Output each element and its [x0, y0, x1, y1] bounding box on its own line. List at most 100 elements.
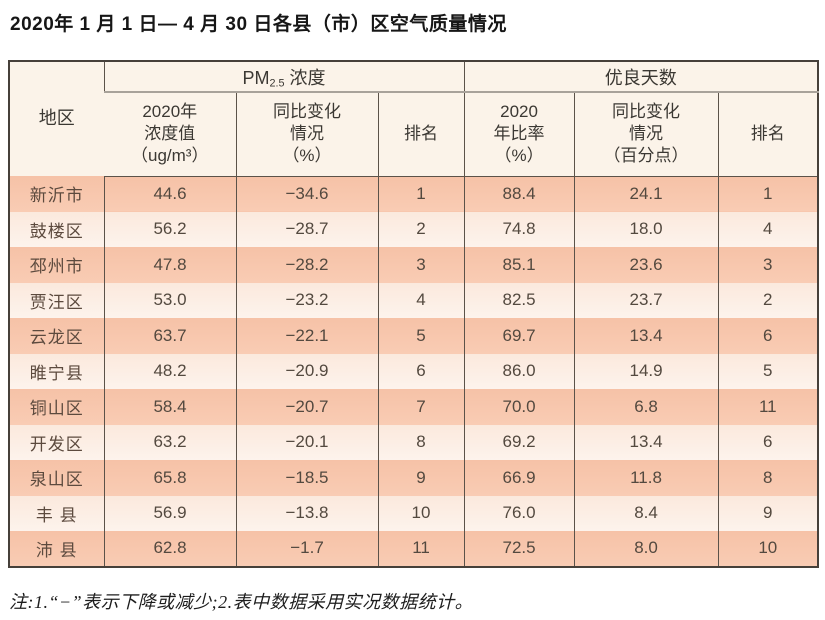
cell-good-change: 23.7 — [573, 282, 719, 318]
cell-pm25-value: 63.7 — [103, 318, 236, 354]
cell-pm25-value: 65.8 — [103, 460, 236, 496]
col-header-good-ratio: 2020 年比率 （%） — [463, 92, 575, 177]
cell-pm25-change: −28.2 — [235, 247, 378, 283]
cell-good-change: 13.4 — [573, 424, 719, 460]
cell-good-ratio: 86.0 — [463, 353, 575, 389]
cell-good-ratio: 88.4 — [463, 176, 575, 212]
col-header-good-change: 同比变化 情况 （百分点） — [573, 92, 719, 177]
table-row: 鼓楼区 56.2 −28.7 2 74.8 18.0 4 — [9, 211, 819, 247]
header-line: 情况 — [629, 124, 664, 144]
cell-good-rank: 5 — [717, 353, 819, 389]
pm25-label-prefix: PM — [242, 67, 270, 88]
col-header-pm25-rank: 排名 — [377, 92, 465, 177]
cell-pm25-change: −18.5 — [235, 460, 378, 496]
col-group-pm25: PM2.5 浓度 — [103, 61, 465, 93]
cell-good-rank: 2 — [717, 282, 819, 318]
cell-good-rank: 11 — [717, 389, 819, 425]
cell-pm25-change: −13.8 — [235, 495, 378, 531]
table-row: 泉山区 65.8 −18.5 9 66.9 11.8 8 — [9, 460, 819, 496]
footnote: 注:1.“−”表示下降或减少;2.表中数据采用实况数据统计。 — [9, 592, 474, 612]
header-line: 同比变化 — [273, 102, 341, 122]
cell-region: 云龙区 — [9, 318, 104, 354]
col-header-region: 地区 — [9, 61, 104, 176]
cell-good-change: 14.9 — [573, 353, 719, 389]
cell-good-ratio: 82.5 — [463, 282, 575, 318]
cell-pm25-rank: 6 — [377, 353, 465, 389]
table-row: 邳州市 47.8 −28.2 3 85.1 23.6 3 — [9, 247, 819, 283]
cell-pm25-change: −28.7 — [235, 211, 378, 247]
cell-pm25-value: 53.0 — [103, 282, 236, 318]
header-line: 浓度值 — [144, 124, 196, 144]
col-group-good-days: 优良天数 — [463, 61, 819, 93]
cell-pm25-rank: 5 — [377, 318, 465, 354]
cell-pm25-change: −22.1 — [235, 318, 378, 354]
table-body: 新沂市 44.6 −34.6 1 88.4 24.1 1 鼓楼区 56.2 −2… — [9, 176, 819, 567]
cell-good-rank: 3 — [717, 247, 819, 283]
cell-region: 睢宁县 — [9, 353, 104, 389]
cell-good-change: 8.0 — [573, 531, 719, 567]
cell-pm25-rank: 3 — [377, 247, 465, 283]
table-row: 铜山区 58.4 −20.7 7 70.0 6.8 11 — [9, 389, 819, 425]
cell-pm25-change: −20.1 — [235, 424, 378, 460]
col-header-pm25-change: 同比变化 情况 （%） — [235, 92, 378, 177]
header-line: （百分点） — [603, 146, 689, 166]
air-quality-table: 地区 PM2.5 浓度 优良天数 2020年 浓度值 （ug/m³） 同比变化 … — [8, 60, 820, 568]
cell-pm25-rank: 11 — [377, 531, 465, 567]
cell-pm25-value: 58.4 — [103, 389, 236, 425]
header-line: （%） — [282, 146, 332, 166]
table-row: 睢宁县 48.2 −20.9 6 86.0 14.9 5 — [9, 353, 819, 389]
table-header: 地区 PM2.5 浓度 优良天数 2020年 浓度值 （ug/m³） 同比变化 … — [9, 61, 819, 177]
cell-good-ratio: 85.1 — [463, 247, 575, 283]
cell-pm25-rank: 9 — [377, 460, 465, 496]
cell-good-ratio: 66.9 — [463, 460, 575, 496]
cell-pm25-value: 62.8 — [103, 531, 236, 567]
cell-pm25-change: −23.2 — [235, 282, 378, 318]
cell-good-change: 11.8 — [573, 460, 719, 496]
col-header-good-rank: 排名 — [717, 92, 819, 177]
cell-good-rank: 10 — [717, 531, 819, 567]
header-group-row: 地区 PM2.5 浓度 优良天数 — [9, 61, 819, 176]
table-row: 沛 县 62.8 −1.7 11 72.5 8.0 10 — [9, 531, 819, 567]
cell-region: 鼓楼区 — [9, 211, 104, 247]
cell-region: 邳州市 — [9, 247, 104, 283]
table-row: 新沂市 44.6 −34.6 1 88.4 24.1 1 — [9, 176, 819, 212]
cell-pm25-value: 56.9 — [103, 495, 236, 531]
header-line: 情况 — [290, 124, 324, 144]
cell-pm25-rank: 7 — [377, 389, 465, 425]
cell-pm25-value: 44.6 — [103, 176, 236, 212]
cell-region: 沛 县 — [9, 531, 104, 567]
pm25-label-suffix: 浓度 — [284, 67, 326, 88]
table-row: 开发区 63.2 −20.1 8 69.2 13.4 6 — [9, 424, 819, 460]
cell-region: 铜山区 — [9, 389, 104, 425]
header-line: 同比变化 — [612, 102, 681, 122]
header-line: （ug/m³） — [131, 146, 209, 166]
col-header-pm25-value: 2020年 浓度值 （ug/m³） — [104, 92, 236, 177]
header-line: （%） — [494, 146, 544, 166]
header-sub-row: 2020年 浓度值 （ug/m³） 同比变化 情况 （%） 排名 2020 年比… — [9, 92, 819, 177]
cell-good-rank: 9 — [717, 495, 819, 531]
cell-good-ratio: 74.8 — [463, 211, 575, 247]
cell-good-ratio: 76.0 — [463, 495, 575, 531]
header-line: 年比率 — [493, 124, 545, 144]
cell-region: 丰 县 — [9, 495, 104, 531]
cell-region: 泉山区 — [9, 460, 104, 496]
cell-pm25-change: −20.9 — [235, 353, 378, 389]
cell-good-rank: 4 — [717, 211, 819, 247]
cell-good-rank: 6 — [717, 318, 819, 354]
header-line: 2020 — [500, 102, 538, 122]
cell-pm25-change: −20.7 — [235, 389, 378, 425]
cell-region: 贾汪区 — [9, 282, 104, 318]
cell-pm25-value: 63.2 — [103, 424, 236, 460]
cell-good-rank: 8 — [717, 460, 819, 496]
cell-pm25-rank: 8 — [377, 424, 465, 460]
cell-good-ratio: 70.0 — [463, 389, 575, 425]
cell-pm25-rank: 4 — [377, 282, 465, 318]
cell-good-rank: 1 — [717, 176, 819, 212]
cell-pm25-rank: 10 — [377, 495, 465, 531]
cell-good-ratio: 69.7 — [463, 318, 575, 354]
header-line: 2020年 — [142, 102, 198, 122]
table-row: 云龙区 63.7 −22.1 5 69.7 13.4 6 — [9, 318, 819, 354]
cell-region: 开发区 — [9, 424, 104, 460]
cell-pm25-change: −34.6 — [235, 176, 378, 212]
cell-good-change: 8.4 — [573, 495, 719, 531]
